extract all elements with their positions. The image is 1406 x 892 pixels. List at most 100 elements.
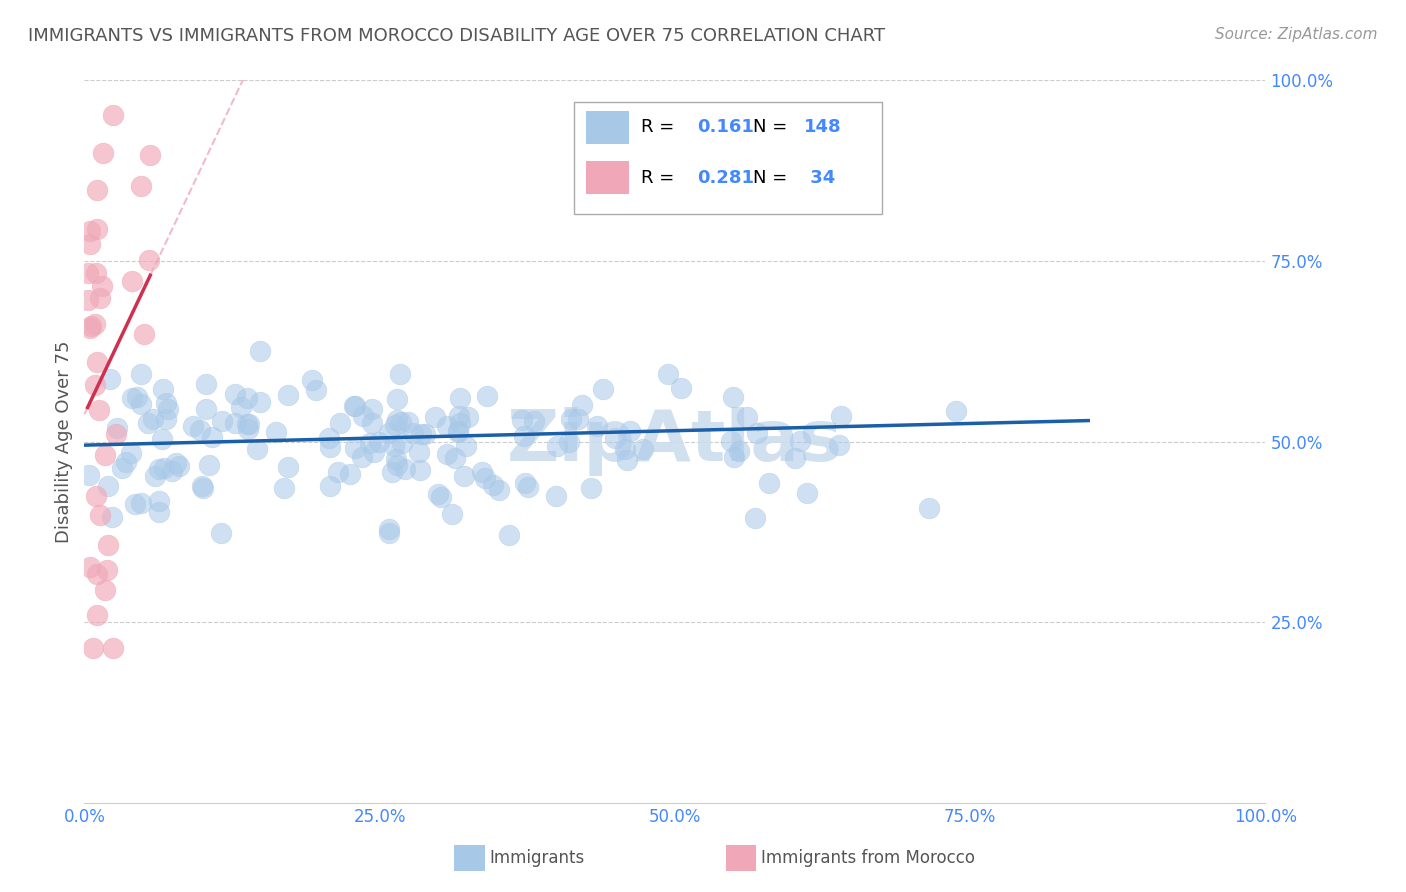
Point [401, 426, 423, 441]
Point [567, 412, 589, 426]
Point [84, 266, 107, 280]
Point [440, 507, 463, 521]
Point [745, 425, 768, 440]
Text: R =: R = [641, 119, 679, 136]
Point [273, 481, 295, 495]
Point [224, 416, 246, 430]
Point [446, 425, 468, 439]
Point [423, 409, 446, 424]
Point [384, 417, 406, 432]
Point [359, 435, 381, 450]
Point [101, 510, 124, 524]
FancyBboxPatch shape [725, 846, 756, 871]
Point [344, 399, 367, 413]
Point [381, 465, 404, 479]
Point [194, 402, 217, 417]
Point [305, 384, 328, 398]
Point [488, 483, 510, 497]
Point [409, 463, 432, 477]
Point [498, 528, 520, 542]
Point [129, 178, 152, 193]
Point [96, 563, 118, 577]
Point [721, 390, 744, 404]
Text: R =: R = [641, 169, 679, 186]
Point [744, 511, 766, 525]
Text: Source: ZipAtlas.com: Source: ZipAtlas.com [1215, 27, 1378, 42]
Point [443, 450, 465, 465]
Point [389, 368, 412, 382]
Point [104, 427, 127, 442]
Point [723, 450, 745, 465]
Point [235, 417, 257, 432]
Point [361, 416, 384, 430]
Point [523, 414, 546, 428]
Point [142, 412, 165, 426]
Point [83, 377, 105, 392]
Point [477, 389, 499, 403]
Point [79, 467, 101, 482]
Point [471, 465, 494, 479]
Point [79, 224, 101, 238]
FancyBboxPatch shape [454, 846, 485, 871]
Point [195, 376, 218, 391]
Point [183, 419, 205, 434]
Point [517, 480, 540, 494]
Point [157, 401, 180, 416]
Point [152, 382, 174, 396]
Point [143, 469, 166, 483]
Point [384, 452, 406, 467]
Point [83, 317, 105, 331]
Point [211, 414, 233, 428]
Point [352, 450, 374, 464]
Point [394, 462, 416, 476]
Point [447, 424, 470, 438]
Point [427, 486, 450, 500]
Point [101, 641, 124, 656]
Point [352, 409, 374, 424]
Text: 148: 148 [804, 119, 841, 136]
Point [152, 461, 174, 475]
Point [91, 146, 114, 161]
Point [124, 498, 146, 512]
Point [155, 396, 177, 410]
Point [236, 422, 259, 436]
Point [796, 485, 818, 500]
Point [510, 413, 533, 427]
Y-axis label: Disability Age Over 75: Disability Age Over 75 [55, 340, 73, 543]
Point [735, 410, 758, 425]
Point [148, 494, 170, 508]
Point [436, 447, 458, 461]
Point [378, 525, 401, 540]
Point [277, 459, 299, 474]
Point [384, 439, 406, 453]
Text: N =: N = [752, 169, 793, 186]
Text: 0.281: 0.281 [697, 169, 755, 186]
Text: Immigrants from Morocco: Immigrants from Morocco [761, 849, 976, 867]
Point [319, 440, 342, 454]
Text: ZipAtlas: ZipAtlas [508, 407, 842, 476]
Point [121, 274, 143, 288]
Text: Immigrants: Immigrants [489, 849, 585, 867]
Point [200, 430, 222, 444]
Point [87, 402, 110, 417]
Point [474, 470, 496, 484]
Point [148, 462, 170, 476]
Point [191, 481, 214, 495]
FancyBboxPatch shape [575, 102, 882, 214]
Point [318, 431, 340, 445]
Point [546, 439, 568, 453]
Point [631, 442, 654, 457]
Point [160, 464, 183, 478]
Point [79, 236, 101, 251]
Point [319, 479, 342, 493]
Point [301, 373, 323, 387]
Point [616, 452, 638, 467]
Point [398, 415, 420, 429]
Point [138, 253, 160, 268]
Point [150, 432, 173, 446]
Text: 34: 34 [804, 169, 835, 186]
Point [127, 390, 149, 404]
Point [134, 327, 156, 342]
Point [389, 415, 412, 429]
Point [447, 409, 470, 423]
